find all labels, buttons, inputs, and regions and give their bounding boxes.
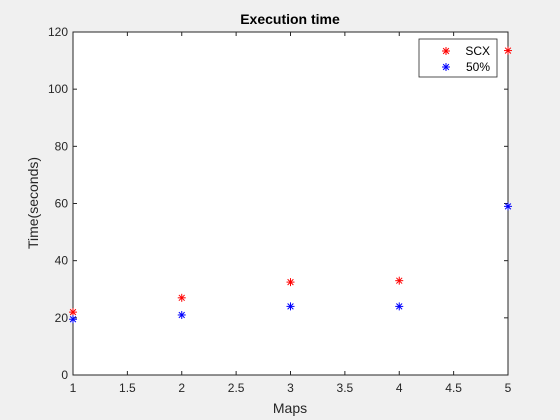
data-point-50pct bbox=[395, 302, 404, 311]
x-tick-label: 3.5 bbox=[337, 381, 354, 395]
chart-title: Execution time bbox=[240, 11, 340, 27]
data-point-scx bbox=[69, 308, 77, 317]
x-tick-label: 5 bbox=[505, 381, 512, 395]
x-tick-label: 4 bbox=[396, 381, 403, 395]
data-point-scx bbox=[177, 293, 186, 302]
y-tick-label: 80 bbox=[55, 139, 69, 153]
x-tick-label: 1.5 bbox=[119, 381, 136, 395]
plot-area bbox=[73, 32, 508, 375]
x-tick-label: 2 bbox=[178, 381, 185, 395]
y-tick-label: 0 bbox=[61, 368, 68, 382]
data-point-50pct bbox=[69, 315, 77, 324]
legend-marker bbox=[442, 63, 450, 71]
legend-box bbox=[418, 38, 498, 78]
y-tick-label: 120 bbox=[48, 25, 68, 39]
x-axis-ticks: 1 1.5 2 2.5 3 3.5 4 4.5 5 bbox=[70, 32, 512, 395]
x-axis-label: Maps bbox=[273, 400, 307, 416]
data-point-50pct bbox=[286, 302, 295, 311]
y-tick-label: 60 bbox=[55, 197, 69, 211]
data-point-50pct bbox=[504, 202, 512, 211]
y-tick-label: 100 bbox=[48, 82, 68, 96]
legend: SCX 50% bbox=[418, 38, 498, 78]
x-tick-label: 4.5 bbox=[445, 381, 462, 395]
data-point-scx bbox=[395, 276, 404, 285]
x-tick-label: 3 bbox=[287, 381, 294, 395]
x-tick-label: 2.5 bbox=[228, 381, 245, 395]
y-tick-label: 40 bbox=[55, 254, 69, 268]
data-point-scx bbox=[504, 46, 512, 55]
y-axis-label: Time(seconds) bbox=[25, 157, 41, 249]
data-point-scx bbox=[286, 278, 295, 287]
legend-marker bbox=[442, 47, 450, 55]
data-point-50pct bbox=[177, 310, 186, 319]
y-axis-ticks: 0 20 40 60 80 100 120 bbox=[48, 25, 508, 382]
y-tick-label: 20 bbox=[55, 311, 69, 325]
legend-label: SCX bbox=[465, 44, 490, 58]
legend-label: 50% bbox=[466, 60, 490, 74]
x-tick-label: 1 bbox=[70, 381, 77, 395]
data-markers bbox=[69, 46, 512, 324]
